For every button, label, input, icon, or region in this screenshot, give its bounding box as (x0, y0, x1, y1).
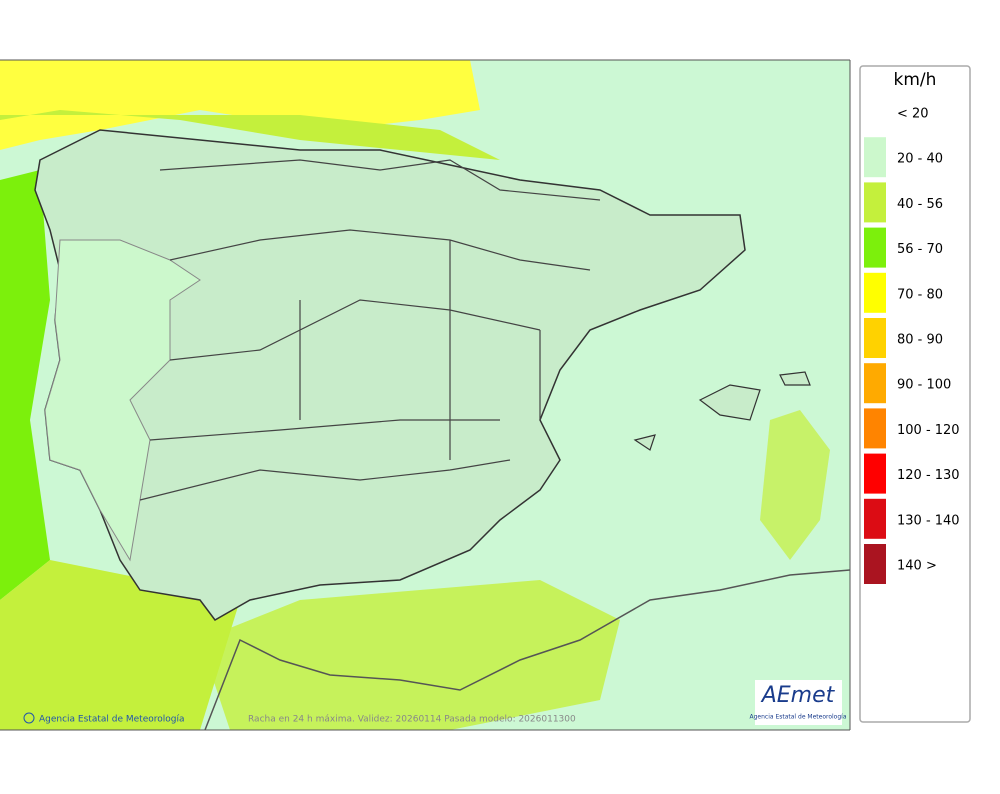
borders (139, 159, 601, 501)
legend-swatch (864, 408, 886, 449)
legend-label: 130 - 140 (897, 513, 960, 528)
map-frame (0, 59, 851, 731)
legend-swatch (864, 363, 886, 404)
legend-label: < 20 (897, 107, 929, 122)
legend-label: 70 - 80 (897, 287, 943, 302)
legend-swatch (864, 137, 886, 178)
wind-zone (760, 410, 830, 560)
legend-label: 120 - 130 (897, 468, 960, 483)
wind-zone (0, 560, 240, 730)
legend-label: 90 - 100 (897, 378, 951, 393)
legend-box (859, 65, 971, 723)
legend-swatch (864, 498, 886, 539)
caption: Racha en 24 h máxima. Validez: 20260114 … (248, 715, 576, 725)
legend-label: 20 - 40 (897, 152, 943, 167)
islands (633, 371, 811, 451)
legend-swatch (864, 182, 886, 223)
legend-title: km/h (894, 70, 937, 90)
wind-zone (0, 110, 500, 160)
logo: AEmet (760, 683, 836, 708)
legend-swatch (864, 272, 886, 313)
legend-swatch (864, 227, 886, 268)
legend-label: 80 - 90 (897, 333, 943, 348)
map: Agencia Estatal de Meteorología Racha en… (0, 59, 851, 731)
legend-label: 140 > (897, 559, 937, 574)
logo-subtitle: Agencia Estatal de Meteorología (750, 714, 847, 721)
legend-swatch (864, 453, 886, 494)
africa-coast (204, 569, 851, 731)
wind-zone (0, 60, 480, 150)
credit: Agencia Estatal de Meteorología (39, 715, 185, 725)
legend-swatch (864, 544, 886, 584)
legend: km/h < 20 20 - 40 40 - 56 56 - 70 70 - 80 80 … (859, 65, 971, 723)
legend-label: 56 - 70 (897, 242, 943, 257)
wind-zone (0, 170, 50, 600)
wind-zone (200, 580, 620, 730)
logo-box (755, 680, 842, 725)
legend-swatch (864, 318, 886, 358)
credit-icon (23, 712, 35, 724)
legend-label: 100 - 120 (897, 423, 960, 438)
legend-label: 40 - 56 (897, 197, 943, 212)
